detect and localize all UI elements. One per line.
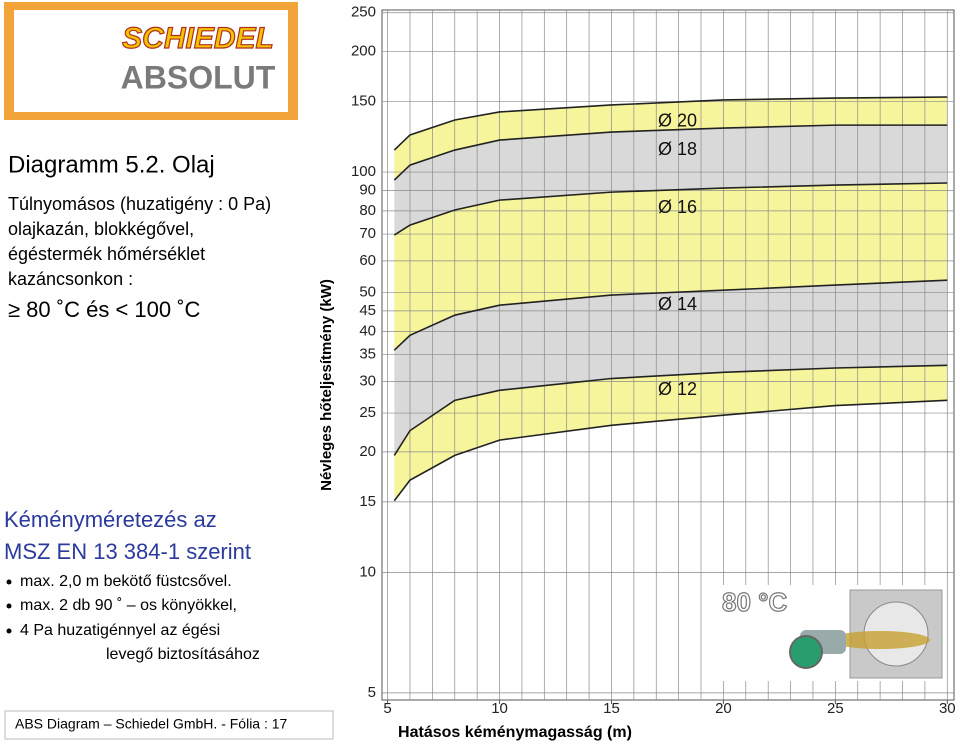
y-tick-label: 10 (359, 563, 376, 580)
inset-burner-fan (789, 635, 823, 669)
x-tick-label: 10 (491, 700, 508, 717)
bullet (6, 603, 12, 609)
bullet-text: 4 Pa huzatigénnyel az égési (20, 622, 220, 639)
y-axis-label: Névleges hőteljesítmény (kW) (318, 279, 335, 491)
text-line: égéstermék hőmérséklet (8, 244, 205, 264)
series-label: Ø 18 (658, 139, 697, 159)
inset-flame (830, 631, 930, 649)
band (394, 365, 948, 501)
heading: MSZ EN 13 384-1 szerint (4, 539, 251, 564)
band (394, 96, 948, 181)
inset-label: 80 °C (722, 587, 788, 617)
x-axis-label: Hatásos kéménymagasság (m) (398, 724, 632, 741)
y-tick-label: 80 (359, 202, 376, 219)
y-tick-label: 100 (351, 163, 376, 180)
logo-product: ABSOLUT (121, 59, 276, 95)
bullet (6, 579, 12, 585)
y-tick-label: 70 (359, 225, 376, 242)
x-tick-label: 5 (383, 700, 391, 717)
text-line: kazáncsonkon : (8, 269, 133, 289)
band (394, 280, 948, 456)
series-label: Ø 16 (658, 197, 697, 217)
series-label: Ø 14 (658, 294, 697, 314)
y-tick-label: 35 (359, 346, 376, 363)
text-line: Túlnyomásos (huzatigény : 0 Pa) (8, 194, 271, 214)
series-label: Ø 12 (658, 379, 697, 399)
y-tick-label: 45 (359, 302, 376, 319)
logo-panel (14, 10, 288, 112)
curve (393, 182, 948, 236)
series-label: Ø 20 (658, 111, 697, 131)
curve (393, 96, 948, 151)
y-tick-label: 30 (359, 372, 376, 389)
band (394, 183, 948, 351)
footer: ABS Diagram – Schiedel GmbH. - Fólia : 1… (15, 716, 288, 732)
slide-title: Diagramm 5.2. Olaj (8, 151, 215, 178)
text-line: olajkazán, blokkégővel, (8, 219, 194, 239)
y-tick-label: 150 (351, 93, 376, 110)
y-tick-label: 40 (359, 322, 376, 339)
x-tick-label: 15 (603, 700, 620, 717)
footer-box (4, 710, 334, 740)
lower-curve (393, 399, 948, 502)
x-tick-label: 25 (827, 700, 844, 717)
curve (393, 279, 948, 351)
logo-brand: SCHIEDEL (122, 22, 274, 55)
band (394, 125, 948, 236)
x-tick-label: 20 (715, 700, 732, 717)
x-tick-label: 30 (939, 700, 956, 717)
bullet-text: levegő biztosításához (106, 646, 260, 663)
curve (393, 364, 948, 456)
heading: Kéményméretezés az (4, 507, 217, 532)
bullet-text: max. 2,0 m bekötő füstcsővel. (20, 573, 232, 590)
bullet (6, 628, 12, 634)
y-tick-label: 50 (359, 284, 376, 301)
y-tick-label: 90 (359, 181, 376, 198)
temperature-range: ≥ 80 ˚C és < 100 ˚C (8, 297, 201, 322)
y-tick-label: 250 (351, 4, 376, 21)
y-tick-label: 200 (351, 43, 376, 60)
y-tick-label: 20 (359, 443, 376, 460)
bullet-text: max. 2 db 90 ˚ – os könyökkel, (20, 597, 237, 614)
y-tick-label: 5 (368, 684, 376, 701)
y-tick-label: 15 (359, 493, 376, 510)
curve (393, 124, 948, 181)
y-tick-label: 60 (359, 252, 376, 269)
y-tick-label: 25 (359, 404, 376, 421)
